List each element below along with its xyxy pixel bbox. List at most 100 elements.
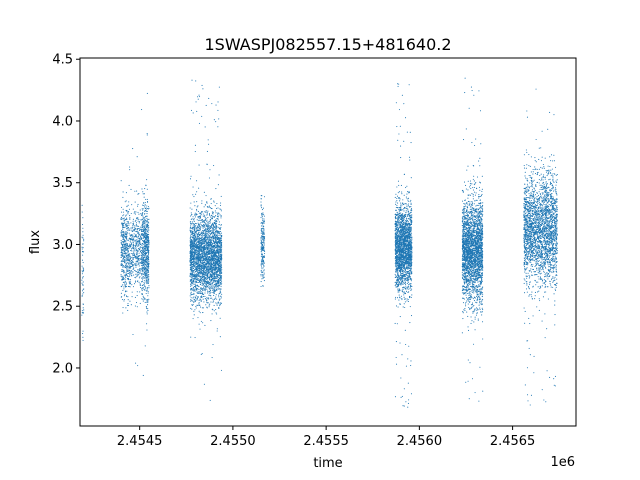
- data-point: [261, 274, 263, 276]
- data-point: [123, 288, 125, 290]
- data-point: [130, 258, 132, 260]
- data-point: [137, 237, 139, 239]
- data-point: [132, 268, 134, 270]
- data-point: [263, 228, 265, 230]
- data-point: [142, 209, 144, 211]
- data-point: [126, 239, 128, 241]
- data-point: [143, 284, 145, 286]
- data-point: [208, 251, 210, 253]
- data-point: [203, 282, 205, 284]
- data-point: [132, 218, 134, 220]
- data-point: [208, 258, 210, 260]
- data-point: [128, 252, 130, 255]
- data-point: [130, 270, 132, 272]
- data-point: [204, 281, 206, 283]
- data-point: [136, 190, 138, 192]
- data-point: [146, 287, 148, 289]
- data-point: [200, 214, 202, 216]
- data-point: [144, 253, 147, 255]
- data-point: [126, 235, 128, 237]
- data-point: [216, 234, 218, 236]
- data-point: [201, 254, 203, 256]
- data-point: [192, 297, 194, 299]
- data-point: [192, 273, 194, 276]
- data-point: [120, 211, 123, 213]
- data-point: [203, 288, 205, 290]
- data-point: [135, 301, 138, 304]
- data-point: [146, 307, 148, 309]
- data-point: [189, 207, 191, 209]
- data-point: [140, 213, 142, 215]
- data-point: [131, 284, 133, 286]
- data-point: [125, 214, 127, 216]
- data-point: [146, 261, 148, 263]
- data-point: [128, 267, 131, 269]
- data-point: [207, 233, 209, 235]
- data-point: [218, 231, 220, 233]
- data-point: [260, 281, 262, 283]
- data-point: [144, 210, 146, 213]
- data-point: [206, 222, 208, 224]
- data-point: [122, 278, 125, 280]
- data-point: [261, 228, 263, 230]
- data-point: [189, 237, 191, 239]
- data-point: [127, 204, 129, 206]
- data-point: [212, 223, 214, 226]
- data-point: [197, 253, 199, 255]
- data-point: [121, 286, 123, 288]
- data-point: [198, 234, 200, 236]
- data-point: [220, 274, 222, 277]
- data-point: [194, 243, 196, 245]
- data-point: [142, 276, 144, 278]
- data-point: [219, 214, 221, 216]
- data-point: [203, 301, 205, 303]
- data-point: [214, 246, 216, 248]
- data-point: [82, 277, 84, 279]
- data-point: [130, 262, 132, 264]
- data-point: [138, 234, 141, 236]
- data-point: [144, 274, 146, 276]
- data-point: [81, 248, 83, 250]
- data-point: [132, 258, 134, 260]
- data-point: [135, 234, 137, 236]
- data-point: [202, 239, 204, 241]
- data-point: [213, 226, 215, 228]
- data-point: [120, 206, 123, 208]
- data-point: [135, 222, 137, 224]
- data-point: [193, 266, 196, 268]
- data-point: [210, 261, 212, 263]
- data-point: [218, 244, 220, 246]
- data-point: [189, 295, 191, 297]
- data-point: [221, 243, 223, 245]
- data-point: [148, 285, 150, 287]
- data-point: [197, 248, 199, 250]
- data-point: [122, 258, 124, 260]
- data-point: [218, 296, 220, 298]
- data-point: [215, 282, 217, 284]
- data-point: [204, 219, 207, 221]
- data-point: [197, 246, 199, 248]
- data-point: [200, 270, 202, 272]
- data-point: [193, 301, 195, 304]
- data-point: [125, 265, 128, 267]
- data-point: [196, 258, 198, 260]
- data-point: [144, 266, 146, 268]
- data-point: [204, 295, 206, 297]
- data-point: [217, 274, 219, 277]
- data-point: [146, 281, 148, 283]
- data-point: [145, 221, 147, 223]
- data-point: [217, 248, 219, 250]
- data-point: [262, 272, 264, 274]
- data-point: [141, 208, 143, 210]
- data-point: [123, 274, 125, 276]
- data-point: [147, 261, 149, 263]
- data-point: [125, 230, 127, 233]
- data-point: [198, 271, 200, 273]
- data-point: [215, 294, 217, 296]
- data-point: [123, 234, 125, 236]
- data-point: [139, 242, 141, 244]
- data-point: [262, 262, 264, 264]
- data-point: [203, 221, 206, 223]
- data-point: [134, 264, 137, 266]
- data-point: [125, 258, 127, 260]
